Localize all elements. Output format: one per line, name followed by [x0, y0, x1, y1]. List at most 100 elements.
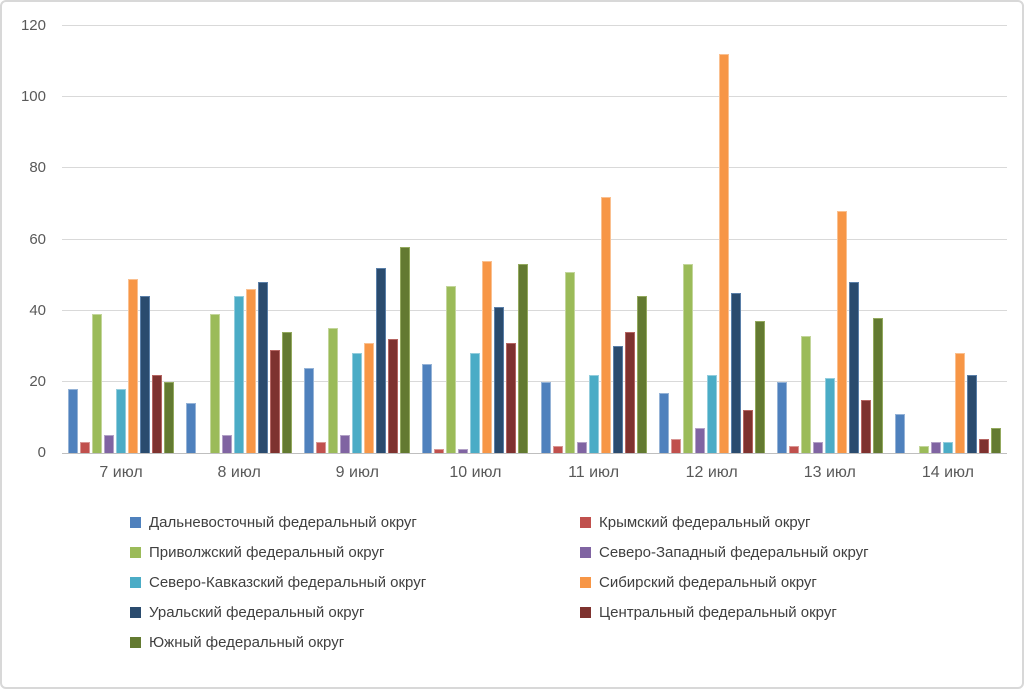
gridline	[62, 309, 1007, 311]
bar	[164, 382, 175, 453]
bar	[80, 442, 91, 453]
bar	[670, 439, 681, 453]
bar	[282, 332, 293, 453]
bar	[540, 382, 551, 453]
bar	[104, 435, 115, 453]
legend-swatch-icon	[130, 516, 141, 528]
bar	[506, 343, 517, 453]
legend-label: Северо-Кавказский федеральный округ	[149, 573, 427, 591]
legend-swatch-icon	[580, 576, 591, 588]
bar	[894, 414, 905, 453]
legend-swatch-icon	[130, 576, 141, 588]
bar	[152, 375, 163, 453]
bar	[552, 446, 563, 453]
legend-item: Уральский федеральный округ	[130, 603, 365, 621]
bar	[234, 296, 245, 453]
bar	[458, 449, 469, 453]
bar-group-12-июл	[653, 26, 771, 453]
bar-group-8-июл	[180, 26, 298, 453]
x-axis-tick-label: 10 июл	[449, 464, 502, 481]
bar	[706, 375, 717, 453]
bar	[836, 211, 847, 453]
y-axis-tick-label: 40	[29, 301, 46, 319]
bar	[600, 197, 611, 453]
bar-group-7-июл	[62, 26, 180, 453]
bar	[304, 368, 315, 453]
bar	[246, 289, 257, 453]
bar	[388, 339, 399, 453]
bar	[588, 375, 599, 453]
bar	[872, 318, 883, 453]
bar	[328, 328, 339, 453]
bar-group-9-июл	[298, 26, 416, 453]
bar	[954, 353, 965, 453]
bar	[470, 353, 481, 453]
legend-item: Северо-Западный федеральный округ	[580, 543, 869, 561]
legend-item: Дальневосточный федеральный округ	[130, 514, 417, 531]
x-axis-tick-label: 9 июл	[335, 464, 379, 481]
x-axis-tick-label: 8 июл	[217, 464, 261, 481]
bar	[576, 442, 587, 453]
bar-group-11-июл	[535, 26, 653, 453]
bar	[918, 446, 929, 453]
legend-swatch-icon	[580, 546, 591, 558]
bar	[400, 247, 411, 453]
legend-item: Центральный федеральный округ	[580, 604, 837, 621]
bar	[978, 439, 989, 453]
bar	[776, 382, 787, 453]
y-axis-tick-label: 80	[29, 159, 46, 177]
legend-swatch-icon	[580, 606, 591, 618]
bar	[518, 264, 529, 453]
legend-swatch-icon	[130, 606, 141, 618]
x-axis-tick-label: 14 июл	[921, 464, 975, 481]
x-axis-tick-label: 12 июл	[685, 464, 738, 481]
bar	[494, 307, 505, 453]
legend-label: Сибирский федеральный округ	[599, 573, 817, 591]
legend-label: Приволжский федеральный округ	[149, 543, 385, 561]
bar	[68, 389, 79, 453]
y-axis-tick-label: 100	[20, 88, 46, 106]
legend-item: Северо-Кавказский федеральный округ	[130, 573, 427, 591]
legend-swatch-icon	[580, 516, 591, 528]
legend-item: Крымский федеральный округ	[580, 514, 811, 531]
legend-label: Северо-Западный федеральный округ	[599, 543, 869, 561]
gridline	[62, 238, 1007, 240]
bar	[658, 393, 669, 453]
legend-label: Южный федеральный округ	[149, 633, 345, 651]
bar	[340, 435, 351, 453]
bar	[718, 54, 729, 453]
legend-item: Южный федеральный округ	[130, 633, 345, 651]
y-axis-tick-label: 60	[29, 230, 46, 248]
bar	[730, 293, 741, 453]
bar	[116, 389, 127, 453]
bar	[270, 350, 281, 453]
bar	[376, 268, 387, 453]
bar-group-13-июл	[771, 26, 889, 453]
x-axis-tick-label: 13 июл	[803, 464, 856, 481]
bar	[788, 446, 799, 453]
gridline	[62, 167, 1007, 169]
bar	[210, 314, 221, 453]
plot-area	[62, 25, 1007, 454]
bar	[140, 296, 151, 453]
bar	[860, 400, 871, 453]
bar	[848, 282, 859, 453]
legend-label: Уральский федеральный округ	[149, 603, 365, 621]
x-axis-tick-label: 7 июл	[99, 464, 143, 481]
bar-group-10-июл	[416, 26, 534, 453]
legend-swatch-icon	[130, 636, 141, 648]
bar	[942, 442, 953, 453]
bar	[694, 428, 705, 453]
bar	[612, 346, 623, 453]
bar	[812, 442, 823, 453]
x-axis-line	[62, 453, 1007, 454]
bar	[482, 261, 493, 453]
bar	[990, 428, 1001, 453]
bar	[446, 286, 457, 453]
bar	[128, 279, 139, 453]
bar	[364, 343, 375, 453]
bar	[258, 282, 269, 453]
bar	[624, 332, 635, 453]
legend-swatch-icon	[130, 546, 141, 558]
